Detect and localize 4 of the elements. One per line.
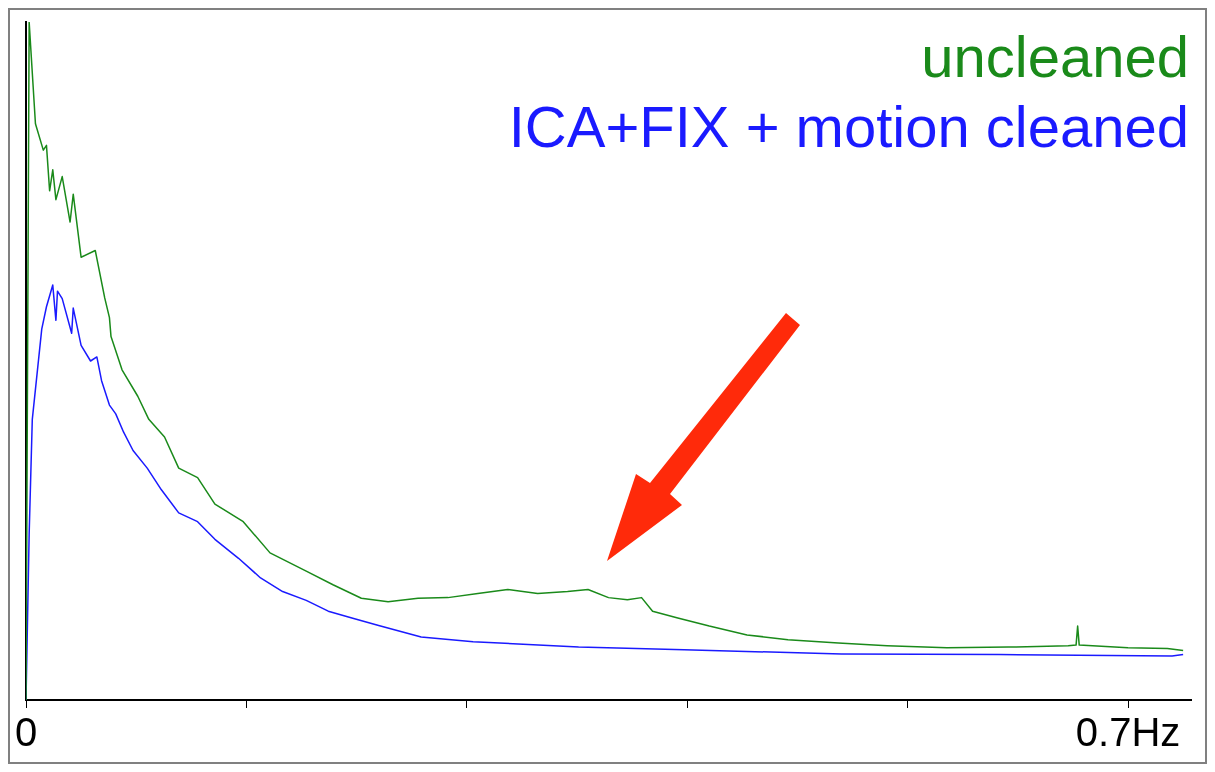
x-tick-label: 0.7Hz [1075, 710, 1181, 755]
x-tick-label: 0 [14, 710, 38, 755]
text: ICA+FIX + motion cleaned [508, 94, 1189, 159]
text: uncleaned [921, 24, 1189, 89]
